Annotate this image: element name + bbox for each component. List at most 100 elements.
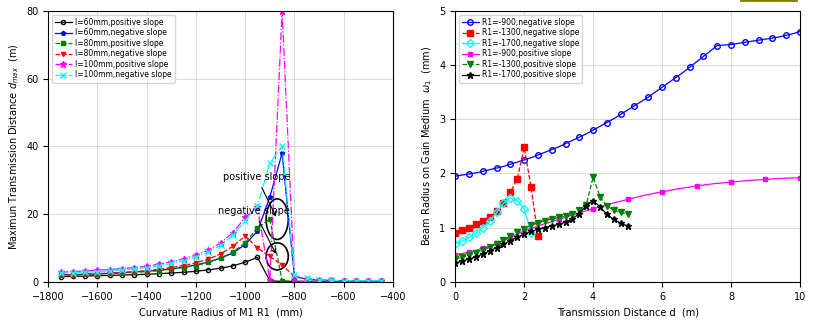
R1=-1300,negative slope [526, 185, 536, 189]
l=80mm,negative slope [215, 252, 225, 256]
l=60mm,positive slope [80, 274, 90, 278]
l=100mm,positive slope [179, 257, 189, 261]
R1=-900,positive slope [520, 229, 529, 233]
l=80mm,positive slope [215, 256, 225, 260]
R1=-1700,negative slope [457, 239, 467, 243]
R1=-900,negative slope [678, 71, 688, 75]
X-axis label: Curvature Radius of M1 R1  (mm): Curvature Radius of M1 R1 (mm) [139, 307, 302, 317]
l=60mm,positive slope [327, 280, 337, 284]
R1=-1700,positive slope [581, 204, 591, 208]
R1=-1300,negative slope [512, 177, 522, 181]
l=60mm,negative slope [277, 151, 287, 155]
l=100mm,negative slope [351, 279, 361, 283]
R1=-1700,positive slope [561, 220, 571, 224]
R1=-900,positive slope [743, 179, 753, 182]
R1=-1300,negative slope [506, 191, 515, 194]
l=100mm,positive slope [289, 279, 299, 283]
R1=-1700,negative slope [520, 207, 529, 211]
l=100mm,negative slope [277, 145, 287, 148]
R1=-1700,positive slope [498, 242, 508, 246]
l=100mm,positive slope [55, 270, 65, 274]
l=100mm,positive slope [327, 280, 337, 284]
l=100mm,positive slope [253, 205, 263, 209]
l=100mm,positive slope [93, 268, 102, 272]
l=80mm,negative slope [105, 271, 115, 275]
l=80mm,negative slope [117, 270, 127, 274]
l=100mm,positive slope [302, 280, 311, 284]
l=100mm,negative slope [228, 233, 237, 237]
l=60mm,negative slope [351, 279, 361, 283]
R1=-1700,positive slope [547, 224, 557, 228]
R1=-1300,positive slope [485, 245, 494, 249]
R1=-1300,positive slope [450, 257, 460, 261]
l=60mm,positive slope [228, 264, 237, 268]
l=100mm,negative slope [105, 269, 115, 273]
l=80mm,negative slope [253, 246, 263, 250]
l=80mm,positive slope [289, 280, 299, 284]
l=80mm,negative slope [154, 267, 164, 271]
R1=-1700,positive slope [485, 249, 494, 253]
l=60mm,negative slope [241, 243, 250, 247]
X-axis label: Transmission Distance d  (m): Transmission Distance d (m) [557, 307, 698, 317]
l=100mm,negative slope [55, 272, 65, 275]
Text: negative slope: negative slope [218, 206, 290, 253]
R1=-1300,negative slope [533, 234, 543, 238]
l=100mm,negative slope [215, 243, 225, 247]
R1=-900,positive slope [492, 241, 502, 245]
l=80mm,positive slope [265, 217, 275, 221]
Line: R1=-1300,positive slope: R1=-1300,positive slope [452, 174, 631, 262]
R1=-1300,negative slope [498, 201, 508, 205]
R1=-1300,positive slope [561, 214, 571, 218]
l=100mm,negative slope [68, 271, 78, 274]
R1=-1700,positive slope [506, 239, 515, 243]
R1=-900,positive slope [726, 180, 736, 184]
R1=-1300,positive slope [520, 227, 529, 231]
l=100mm,negative slope [117, 268, 127, 272]
l=80mm,positive slope [327, 280, 337, 284]
R1=-900,positive slope [485, 244, 494, 248]
l=100mm,negative slope [141, 266, 151, 270]
l=80mm,negative slope [265, 254, 275, 258]
R1=-1300,positive slope [554, 215, 563, 219]
l=60mm,positive slope [277, 280, 287, 284]
l=100mm,negative slope [253, 204, 263, 208]
l=80mm,negative slope [302, 277, 311, 281]
l=80mm,negative slope [339, 279, 349, 283]
l=80mm,positive slope [129, 270, 139, 274]
R1=-1300,positive slope [526, 224, 536, 227]
l=80mm,negative slope [167, 266, 176, 270]
l=80mm,positive slope [105, 272, 115, 275]
l=80mm,positive slope [93, 272, 102, 276]
R1=-1300,positive slope [478, 249, 488, 252]
R1=-1700,positive slope [623, 224, 633, 228]
l=60mm,negative slope [363, 279, 373, 283]
R1=-900,positive slope [795, 176, 805, 180]
l=60mm,positive slope [167, 271, 176, 275]
l=100mm,negative slope [302, 276, 311, 280]
R1=-1300,negative slope [471, 222, 480, 226]
l=100mm,positive slope [154, 262, 164, 266]
l=100mm,positive slope [277, 9, 287, 13]
R1=-900,positive slope [471, 249, 480, 252]
l=80mm,negative slope [68, 273, 78, 277]
R1=-900,positive slope [709, 182, 719, 186]
R1=-1700,negative slope [498, 201, 508, 205]
l=80mm,positive slope [363, 280, 373, 284]
Text: positive slope: positive slope [223, 172, 290, 215]
l=100mm,negative slope [363, 279, 373, 283]
l=100mm,positive slope [314, 280, 324, 284]
R1=-900,positive slope [692, 184, 702, 188]
l=80mm,positive slope [339, 280, 349, 284]
l=80mm,positive slope [203, 260, 213, 264]
Legend: R1=-900,negative slope, R1=-1300,negative slope, R1=-1700,negative slope, R1=-90: R1=-900,negative slope, R1=-1300,negativ… [459, 15, 582, 83]
l=60mm,negative slope [191, 263, 201, 267]
l=100mm,negative slope [314, 278, 324, 282]
l=80mm,positive slope [154, 269, 164, 272]
R1=-1300,positive slope [623, 212, 633, 216]
Line: l=100mm,negative slope: l=100mm,negative slope [58, 144, 384, 284]
Line: l=60mm,negative slope: l=60mm,negative slope [59, 151, 383, 283]
l=80mm,positive slope [117, 271, 127, 275]
l=100mm,positive slope [141, 264, 151, 268]
Legend: l=60mm,positive slope, l=60mm,negative slope, l=80mm,positive slope, l=80mm,nega: l=60mm,positive slope, l=60mm,negative s… [52, 15, 175, 83]
R1=-1700,negative slope [464, 236, 474, 239]
